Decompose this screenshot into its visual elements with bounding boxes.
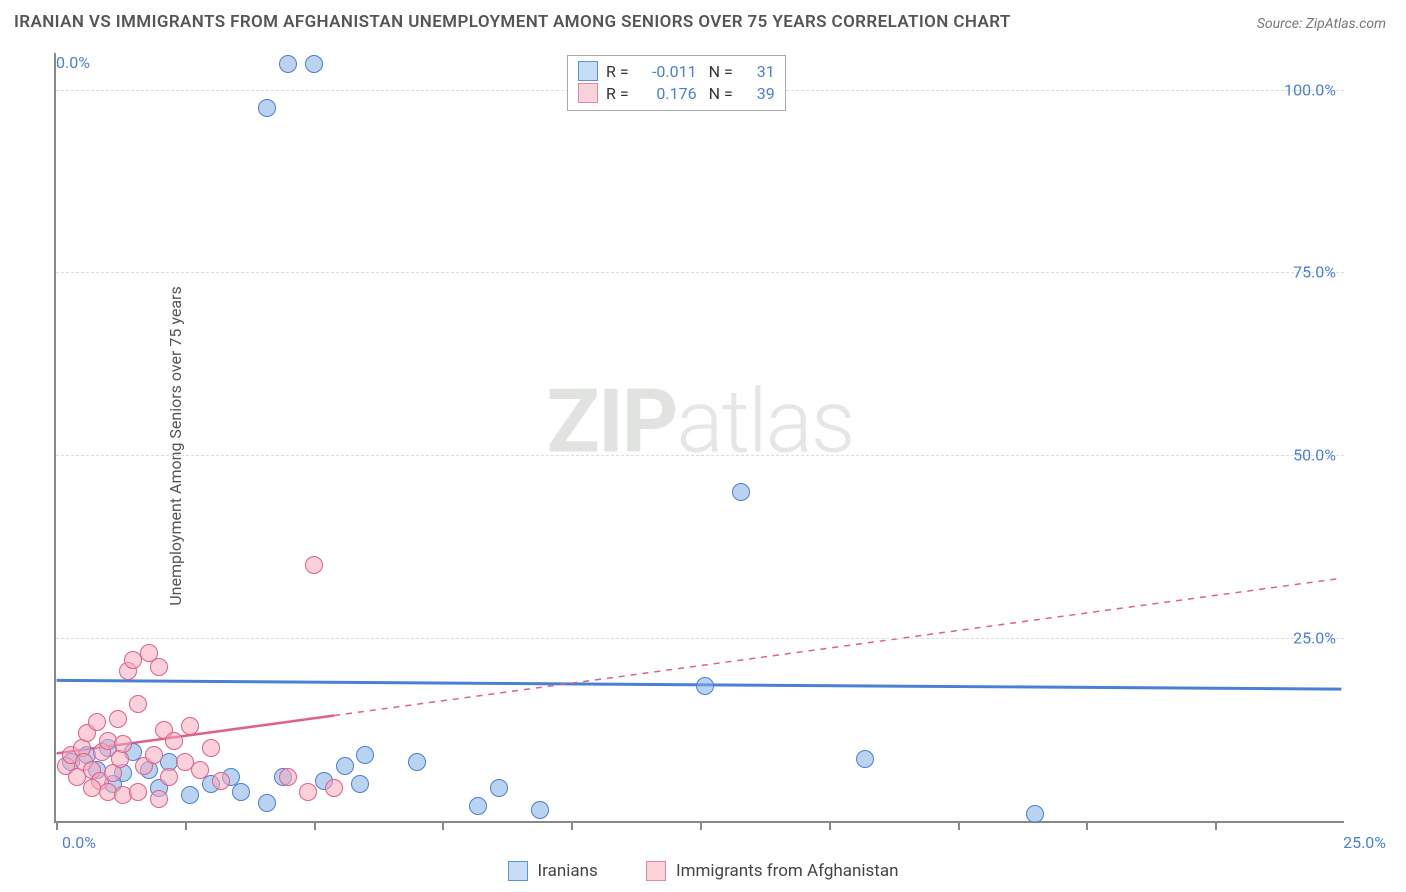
data-point (150, 658, 168, 676)
data-point (408, 753, 426, 771)
swatch-blue (508, 861, 528, 881)
n-value-1: 31 (741, 62, 775, 81)
data-point (202, 739, 220, 757)
data-point (531, 801, 549, 819)
data-point (129, 695, 147, 713)
trend-lines (56, 53, 1344, 821)
r-value-1: -0.011 (637, 62, 697, 81)
n-value-2: 39 (741, 84, 775, 103)
data-point (490, 779, 508, 797)
x-tick (56, 822, 58, 830)
r-label: R = (606, 84, 629, 103)
x-tick (958, 822, 960, 830)
legend-label-2: Immigrants from Afghanistan (676, 861, 899, 881)
x-tick (571, 822, 573, 830)
x-tick (1215, 822, 1217, 830)
x-min-label: 0.0% (62, 833, 96, 852)
data-point (279, 55, 297, 73)
x-tick (442, 822, 444, 830)
r-label: R = (606, 62, 629, 81)
data-point (1026, 805, 1044, 823)
legend-item-afghan: Immigrants from Afghanistan (646, 861, 899, 881)
data-point (191, 761, 209, 779)
data-point (114, 735, 132, 753)
series-legend: Iranians Immigrants from Afghanistan (0, 861, 1406, 886)
chart-title: IRANIAN VS IMMIGRANTS FROM AFGHANISTAN U… (14, 12, 1011, 32)
data-point (325, 779, 343, 797)
legend-label-1: Iranians (538, 861, 598, 881)
y-bottom-label: 0.0% (56, 53, 90, 72)
plot-area: ZIPatlas 0.0% 25.0% 50.0% 75.0% 100.0% (54, 53, 1344, 823)
data-point (181, 786, 199, 804)
data-point (160, 768, 178, 786)
correlation-legend: R = -0.011 N = 31 R = 0.176 N = 39 (567, 55, 786, 111)
legend-row-afghan: R = 0.176 N = 39 (578, 82, 775, 104)
x-max-label: 25.0% (1343, 833, 1386, 852)
x-tick (1086, 822, 1088, 830)
data-point (258, 99, 276, 117)
data-point (165, 732, 183, 750)
x-tick (829, 822, 831, 830)
data-point (336, 757, 354, 775)
data-point (356, 746, 374, 764)
data-point (299, 783, 317, 801)
n-label: N = (705, 62, 733, 81)
data-point (305, 556, 323, 574)
watermark: ZIPatlas (547, 370, 854, 473)
data-point (232, 783, 250, 801)
data-point (129, 783, 147, 801)
source-label: Source: ZipAtlas.com (1257, 16, 1386, 32)
y-tick-label: 75.0% (1293, 263, 1336, 282)
watermark-zip: ZIP (547, 370, 677, 473)
x-tick (314, 822, 316, 830)
gridline (56, 455, 1344, 456)
y-tick-label: 100.0% (1284, 80, 1336, 99)
data-point (696, 677, 714, 695)
gridline (56, 272, 1344, 273)
swatch-pink (646, 861, 666, 881)
n-label: N = (705, 84, 733, 103)
data-point (109, 710, 127, 728)
legend-item-iranians: Iranians (508, 861, 598, 881)
data-point (351, 775, 369, 793)
swatch-pink (578, 83, 598, 103)
x-tick (700, 822, 702, 830)
data-point (88, 713, 106, 731)
data-point (150, 790, 168, 808)
swatch-blue (578, 61, 598, 81)
data-point (145, 746, 163, 764)
data-point (212, 772, 230, 790)
legend-row-iranians: R = -0.011 N = 31 (578, 60, 775, 82)
gridline (56, 638, 1344, 639)
y-tick-label: 25.0% (1293, 629, 1336, 648)
data-point (279, 768, 297, 786)
data-point (469, 797, 487, 815)
data-point (83, 779, 101, 797)
x-tick (185, 822, 187, 830)
watermark-atlas: atlas (676, 370, 853, 473)
data-point (732, 483, 750, 501)
data-point (305, 55, 323, 73)
data-point (856, 750, 874, 768)
y-tick-label: 50.0% (1293, 446, 1336, 465)
data-point (258, 794, 276, 812)
r-value-2: 0.176 (637, 84, 697, 103)
data-point (181, 717, 199, 735)
